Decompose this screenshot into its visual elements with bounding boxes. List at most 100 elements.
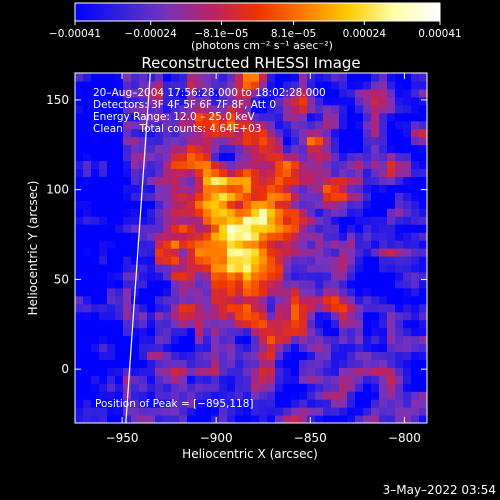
heatmap-cell [75, 96, 84, 106]
heatmap-cell [379, 343, 388, 353]
heatmap-cell [339, 104, 348, 114]
heatmap-cell [195, 415, 204, 423]
heatmap-cell [203, 104, 212, 114]
heatmap-cell [147, 351, 156, 360]
heatmap-cell [363, 96, 372, 106]
heatmap-cell [163, 192, 172, 201]
heatmap-cell [75, 335, 84, 345]
heatmap-cell [227, 73, 236, 82]
heatmap-cell [275, 391, 284, 400]
heatmap-cell [75, 263, 84, 273]
heatmap-cell [299, 184, 308, 193]
heatmap-cell [163, 279, 172, 289]
heatmap-cell [203, 295, 212, 305]
heatmap-cell [339, 391, 348, 400]
heatmap-cell [83, 168, 92, 178]
heatmap-cell [403, 224, 412, 233]
heatmap-cell [211, 224, 220, 233]
heatmap-cell [315, 399, 324, 408]
heatmap-cell [211, 73, 220, 82]
heatmap-cell [243, 96, 252, 106]
heatmap-cell [251, 311, 260, 321]
heatmap-cell [251, 319, 260, 329]
heatmap-cell [139, 208, 148, 217]
heatmap-cell [275, 136, 284, 146]
heatmap-cell [115, 232, 124, 241]
heatmap-cell [315, 279, 324, 289]
heatmap-cell [163, 271, 172, 281]
heatmap-cell [131, 415, 140, 423]
heatmap-cell [131, 232, 140, 241]
heatmap-cell [107, 192, 116, 201]
heatmap-cell [403, 128, 412, 138]
heatmap-cell [227, 407, 236, 416]
heatmap-cell [387, 224, 396, 233]
heatmap-cell [211, 120, 220, 130]
heatmap-cell [83, 80, 92, 90]
heatmap-cell [163, 343, 172, 353]
heatmap-cell [387, 88, 396, 98]
heatmap-cell [107, 303, 116, 313]
heatmap-cell [75, 104, 84, 114]
heatmap-cell [155, 240, 164, 249]
heatmap-cell [419, 359, 427, 368]
heatmap-cell [299, 216, 308, 225]
heatmap-cell [251, 200, 260, 209]
heatmap-cell [371, 112, 380, 122]
heatmap-cell [115, 160, 124, 170]
heatmap-cell [211, 88, 220, 98]
heatmap-cell [227, 120, 236, 130]
heatmap-cell [371, 295, 380, 305]
heatmap-cell [267, 351, 276, 360]
heatmap-cell [195, 359, 204, 368]
heatmap-cell [243, 176, 252, 185]
heatmap-cell [307, 248, 316, 257]
heatmap-cell [267, 303, 276, 313]
heatmap-cell [235, 271, 244, 281]
heatmap-cell [339, 271, 348, 281]
heatmap-cell [219, 216, 228, 225]
heatmap-cell [131, 311, 140, 321]
heatmap-cell [251, 80, 260, 90]
heatmap-cell [131, 367, 140, 376]
heatmap-cell [411, 319, 420, 329]
heatmap-cell [99, 367, 108, 376]
heatmap-cell [267, 80, 276, 90]
heatmap-cell [171, 263, 180, 273]
heatmap-cell [259, 200, 268, 209]
heatmap-cell [243, 120, 252, 130]
heatmap-cell [219, 383, 228, 392]
heatmap-cell [307, 232, 316, 241]
heatmap-cell [395, 112, 404, 122]
heatmap-cell [395, 176, 404, 185]
heatmap-cell [75, 319, 84, 329]
heatmap-cell [155, 136, 164, 146]
heatmap-cell [123, 128, 132, 138]
heatmap-cell [259, 303, 268, 313]
heatmap-cell [363, 335, 372, 345]
heatmap-cell [387, 255, 396, 265]
heatmap-cell [419, 240, 427, 249]
heatmap-cell [123, 80, 132, 90]
heatmap-cell [115, 176, 124, 185]
heatmap-cell [395, 359, 404, 368]
heatmap-cell [339, 407, 348, 416]
heatmap-cell [99, 224, 108, 233]
heatmap-cell [107, 216, 116, 225]
heatmap-cell [347, 240, 356, 249]
heatmap-cell [187, 112, 196, 122]
heatmap-cell [243, 295, 252, 305]
heatmap-cell [323, 375, 332, 384]
heatmap-cell [395, 160, 404, 170]
heatmap-cell [219, 168, 228, 178]
heatmap-cell [179, 192, 188, 201]
heatmap-cell [115, 136, 124, 146]
heatmap-cell [163, 248, 172, 257]
heatmap-cell [355, 112, 364, 122]
heatmap-cell [267, 104, 276, 114]
heatmap-cell [339, 263, 348, 273]
heatmap-cell [379, 104, 388, 114]
heatmap-cell [115, 208, 124, 217]
heatmap-cell [179, 343, 188, 353]
heatmap-cell [203, 359, 212, 368]
